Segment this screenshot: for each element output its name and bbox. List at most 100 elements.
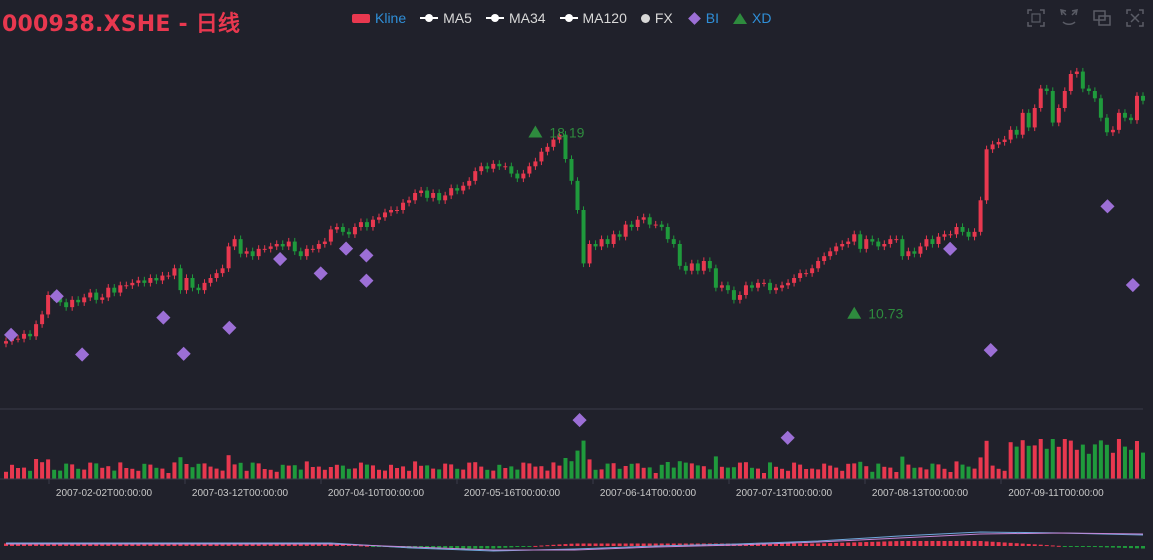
candle-body [280,244,285,247]
macd-bar [1116,546,1121,548]
macd-bar [431,546,436,549]
legend-label: Kline [375,10,407,26]
volume-bar [1050,439,1055,479]
legend-item-ma34[interactable]: MA34 [485,10,546,26]
volume-bar [1086,453,1091,479]
volume-bar [1044,448,1049,479]
candle-body [148,278,153,283]
candle-body [876,241,881,247]
volume-bar [647,467,652,479]
macd-bar [310,543,315,546]
volume-bar [671,467,676,479]
macd-bar [226,543,231,546]
candle-body [641,217,646,220]
macd-bar [328,543,333,546]
macd-bar [100,543,105,546]
volume-bar [755,468,760,479]
candle-body [509,166,514,174]
candle-body [64,302,69,308]
bi-marker [339,241,354,256]
bi-marker [359,248,374,263]
candle-body [888,239,893,244]
volume-bar [888,467,893,479]
candle-body [996,142,1001,145]
macd-bar [900,541,905,546]
candle-body [178,268,183,291]
volume-bar [1032,445,1037,479]
restore-icon[interactable] [1125,8,1145,28]
legend-item-ma5[interactable]: MA5 [420,10,472,26]
candle-body [593,244,598,247]
candle-body [340,227,345,232]
candle-body [713,268,718,288]
macd-bar [828,543,833,546]
candlestick-series [4,67,1145,348]
zoom-reset-icon[interactable] [1059,8,1079,28]
macd-bar [930,541,935,546]
legend-item-kline[interactable]: Kline [352,10,406,26]
macd-bar [40,543,45,546]
macd-bar [1092,546,1097,548]
macd-bar [196,543,201,546]
volume-bar [202,463,207,479]
candle-body [358,222,363,227]
macd-bar [340,544,345,546]
zoom-select-icon[interactable] [1026,8,1046,28]
volume-bar [1122,446,1127,479]
volume-bar [1141,452,1145,479]
macd-bar [106,543,111,546]
volume-bar [40,462,45,479]
volume-bar [497,464,502,479]
macd-bar [280,543,285,546]
legend-item-ma120[interactable]: MA120 [559,10,627,26]
legend-item-fx[interactable]: FX [640,10,673,26]
macd-bar [665,543,670,546]
legend-item-bi[interactable]: BI [687,10,719,26]
macd-bar [515,546,520,548]
candle-body [292,241,297,252]
macd-bar [774,543,779,546]
candle-body [906,251,911,257]
candle-body [647,217,652,225]
macd-bar [82,543,87,546]
macd-bar [629,543,634,546]
volume-bar [731,467,736,479]
x-tick-label: 2007-02-02T00:00:00 [56,488,153,499]
legend-label: MA34 [508,10,546,26]
volume-bar [605,463,610,479]
macd-bar [292,543,297,546]
candle-body [431,193,436,198]
candle-body [587,244,592,264]
candle-body [376,217,381,220]
volume-bar [713,456,718,479]
volume-bar [473,462,478,479]
macd-bar [822,543,827,546]
volume-bar [52,469,57,479]
volume-bar [936,464,941,479]
bi-marker [943,241,958,256]
volume-bar [376,469,381,479]
volume-bar [401,466,406,479]
candle-body [521,173,526,179]
macd-bar [587,543,592,546]
bi-marker [1125,277,1140,293]
volume-bar [617,468,622,479]
macd-bar [172,543,177,546]
candle-body [274,244,279,247]
data-view-icon[interactable] [1092,8,1112,28]
candle-body [160,275,165,281]
volume-bar [352,468,357,479]
candle-body [737,295,742,300]
volume-bar [425,465,430,479]
legend-item-xd[interactable]: XD [733,10,771,26]
volume-bar [1020,440,1025,479]
volume-bar [172,462,177,479]
volume-bar [70,464,75,479]
macd-bar [509,546,514,548]
macd-bar [16,543,21,546]
bi-marker [1100,199,1115,214]
candle-body [1056,108,1061,123]
candle-body [834,246,839,252]
volume-bar [232,464,237,479]
